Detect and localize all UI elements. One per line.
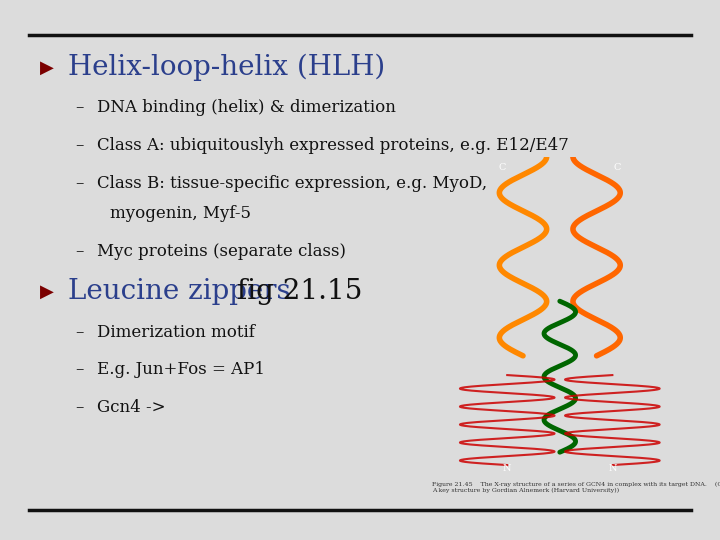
Text: –: –: [76, 323, 84, 341]
Text: fig 21.15: fig 21.15: [228, 278, 363, 305]
Text: myogenin, Myf-5: myogenin, Myf-5: [110, 205, 251, 222]
Text: –: –: [76, 361, 84, 379]
Text: Figure 21.45    The X-ray structure of a series of GCN4 in complex with its targ: Figure 21.45 The X-ray structure of a se…: [432, 482, 720, 493]
Text: C: C: [498, 163, 505, 172]
Text: N: N: [503, 464, 511, 473]
Text: ▶: ▶: [40, 282, 53, 301]
Text: Myc proteins (separate class): Myc proteins (separate class): [97, 242, 346, 260]
Text: C: C: [614, 163, 621, 172]
Text: Leucine zippers: Leucine zippers: [68, 278, 291, 305]
Text: N: N: [608, 464, 616, 473]
Text: –: –: [76, 242, 84, 260]
Text: Class A: ubiquitouslyh expressed proteins, e.g. E12/E47: Class A: ubiquitouslyh expressed protein…: [97, 137, 569, 154]
Text: Dimerization motif: Dimerization motif: [97, 323, 255, 341]
Text: –: –: [76, 137, 84, 154]
Text: Class B: tissue-specific expression, e.g. MyoD,: Class B: tissue-specific expression, e.g…: [97, 175, 487, 192]
Text: –: –: [76, 399, 84, 416]
Text: E.g. Jun+Fos = AP1: E.g. Jun+Fos = AP1: [97, 361, 265, 379]
Text: ▶: ▶: [40, 58, 53, 77]
Text: Gcn4 ->: Gcn4 ->: [97, 399, 166, 416]
Text: Helix-loop-helix (HLH): Helix-loop-helix (HLH): [68, 54, 386, 81]
Text: –: –: [76, 175, 84, 192]
Text: –: –: [76, 99, 84, 117]
Text: DNA binding (helix) & dimerization: DNA binding (helix) & dimerization: [97, 99, 396, 117]
